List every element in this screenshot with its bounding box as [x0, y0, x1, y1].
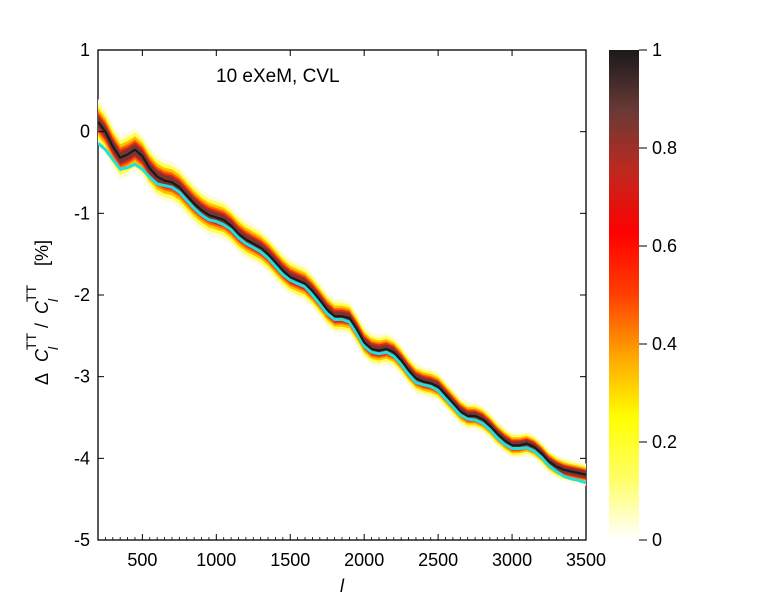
plot-annotation: 10 eXeM, CVL: [216, 66, 340, 87]
plot-frame: [97, 49, 587, 541]
colorbar-tick-label: 0.2: [652, 432, 677, 452]
colorbar-tick-label: 0.4: [652, 334, 677, 354]
series-line-posterior-best-fit: [98, 121, 586, 476]
x-tick-label: 500: [127, 550, 157, 570]
series-line-fiducial-cyan: [98, 141, 586, 485]
x-axis-label: l: [340, 576, 345, 596]
y-tick-label: 1: [80, 40, 90, 60]
posterior-band-3: [98, 111, 586, 481]
y-tick-label: -4: [74, 448, 90, 468]
y-label-slash: /: [32, 323, 52, 328]
x-tick-label: 3000: [492, 550, 532, 570]
x-axis: 500 1000 1500 2000 2500 3000 3500: [104, 50, 606, 570]
x-tick-label: 2500: [418, 550, 458, 570]
y-label-delta: Δ: [32, 373, 52, 385]
colorbar-tick-label: 0.6: [652, 236, 677, 256]
y-label-c2-sub: l: [45, 298, 61, 302]
x-tick-label: 1500: [270, 550, 310, 570]
y-label-c1-sup: TT: [23, 332, 39, 350]
y-axis-label: Δ C TT l / C TT l [%]: [23, 240, 61, 385]
y-tick-label: -5: [74, 530, 90, 550]
y-tick-label: -3: [74, 367, 90, 387]
y-label-c1: C: [32, 348, 52, 362]
colorbar-tick-label: 0: [652, 530, 662, 550]
y-label-c2-sup: TT: [23, 284, 39, 302]
posterior-bands: [98, 99, 586, 486]
y-label-unit: [%]: [32, 240, 52, 266]
colorbar-tick-label: 1: [652, 40, 662, 60]
colorbar-tick-label: 0.8: [652, 138, 677, 158]
y-axis: 1 0 -1 -2 -3 -4 -5: [74, 40, 586, 550]
y-tick-label: 0: [80, 122, 90, 142]
y-tick-label: -1: [74, 203, 90, 223]
colorbar: [609, 50, 639, 540]
series-lines: [98, 121, 586, 485]
x-tick-label: 3500: [566, 550, 606, 570]
colorbar-axis: 1 0.8 0.6 0.4 0.2 0: [639, 40, 677, 550]
x-tick-label: 2000: [344, 550, 384, 570]
x-tick-label: 1000: [196, 550, 236, 570]
y-label-c2: C: [32, 300, 52, 314]
y-tick-label: -2: [74, 285, 90, 305]
y-label-c1-sub: l: [45, 346, 61, 350]
